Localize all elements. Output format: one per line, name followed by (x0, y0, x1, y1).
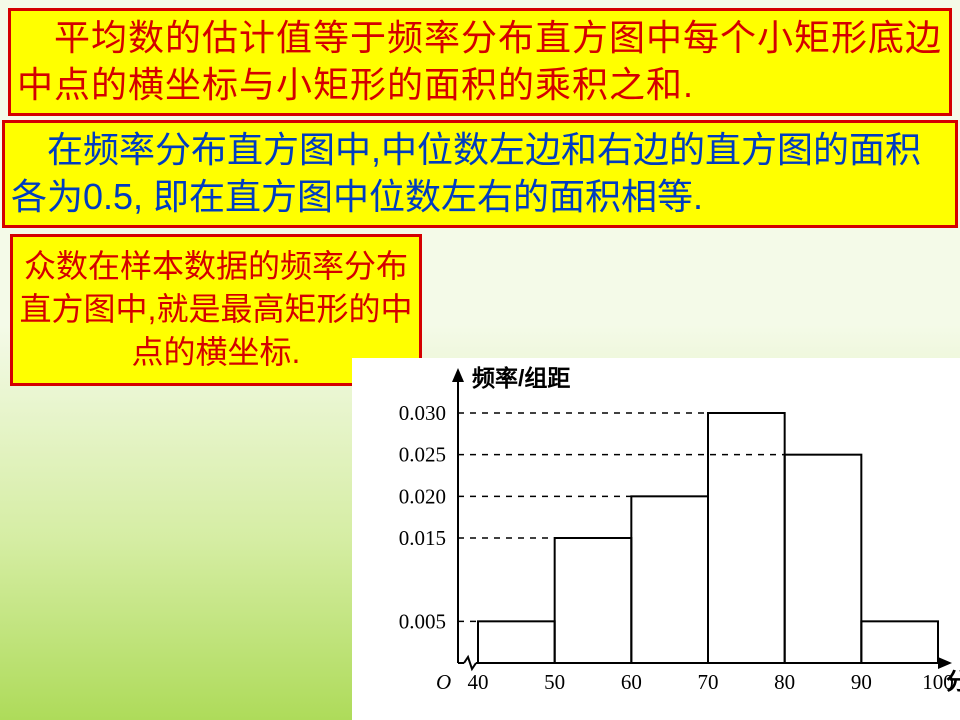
svg-text:70: 70 (698, 670, 719, 694)
median-text: 在频率分布直方图中,中位数左边和右边的直方图的面积各为0.5, 即在直方图中位数… (11, 129, 921, 217)
mean-definition-box: 平均数的估计值等于频率分布直方图中每个小矩形底边中点的横坐标与小矩形的面积的乘积… (8, 8, 952, 116)
svg-text:O: O (436, 670, 451, 694)
svg-text:0.015: 0.015 (399, 526, 446, 550)
svg-text:0.005: 0.005 (399, 609, 446, 633)
mode-text: 众数在样本数据的频率分布直方图中,就是最高矩形的中点的横坐标. (20, 248, 413, 370)
svg-text:90: 90 (851, 670, 872, 694)
svg-text:80: 80 (774, 670, 795, 694)
histogram-chart: 0.0050.0150.0200.0250.030405060708090100… (352, 358, 960, 720)
median-definition-box: 在频率分布直方图中,中位数左边和右边的直方图的面积各为0.5, 即在直方图中位数… (2, 120, 958, 228)
svg-text:频率/组距: 频率/组距 (472, 365, 570, 391)
svg-text:分数: 分数 (946, 668, 960, 694)
svg-text:50: 50 (544, 670, 565, 694)
mean-text: 平均数的估计值等于频率分布直方图中每个小矩形底边中点的横坐标与小矩形的面积的乘积… (17, 17, 942, 105)
svg-text:0.020: 0.020 (399, 484, 446, 508)
svg-text:60: 60 (621, 670, 642, 694)
svg-text:0.025: 0.025 (399, 443, 446, 467)
svg-text:40: 40 (468, 670, 489, 694)
svg-text:0.030: 0.030 (399, 401, 446, 425)
